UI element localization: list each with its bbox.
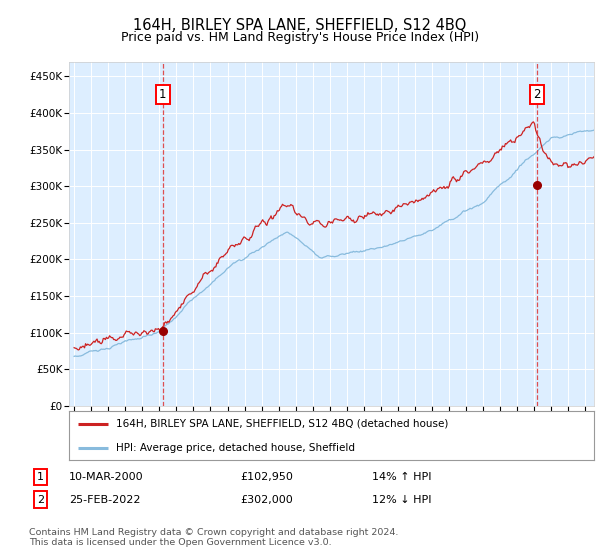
Text: 25-FEB-2022: 25-FEB-2022	[69, 494, 140, 505]
Text: 14% ↑ HPI: 14% ↑ HPI	[372, 472, 431, 482]
Text: HPI: Average price, detached house, Sheffield: HPI: Average price, detached house, Shef…	[116, 442, 355, 452]
Text: 164H, BIRLEY SPA LANE, SHEFFIELD, S12 4BQ (detached house): 164H, BIRLEY SPA LANE, SHEFFIELD, S12 4B…	[116, 419, 449, 429]
Text: £302,000: £302,000	[240, 494, 293, 505]
Text: 1: 1	[37, 472, 44, 482]
Text: £102,950: £102,950	[240, 472, 293, 482]
Text: 2: 2	[37, 494, 44, 505]
Text: Contains HM Land Registry data © Crown copyright and database right 2024.
This d: Contains HM Land Registry data © Crown c…	[29, 528, 398, 547]
Text: 10-MAR-2000: 10-MAR-2000	[69, 472, 143, 482]
Text: 2: 2	[533, 88, 541, 101]
Text: 1: 1	[159, 88, 166, 101]
Text: 164H, BIRLEY SPA LANE, SHEFFIELD, S12 4BQ: 164H, BIRLEY SPA LANE, SHEFFIELD, S12 4B…	[133, 18, 467, 33]
Text: Price paid vs. HM Land Registry's House Price Index (HPI): Price paid vs. HM Land Registry's House …	[121, 31, 479, 44]
Text: 12% ↓ HPI: 12% ↓ HPI	[372, 494, 431, 505]
